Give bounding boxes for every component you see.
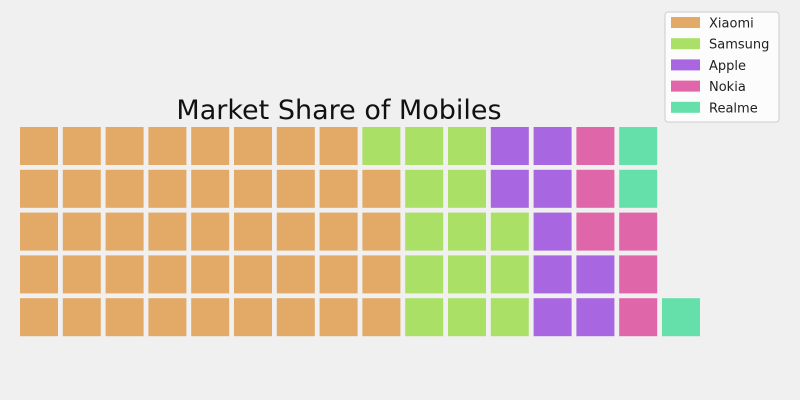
waffle-cell-xiaomi bbox=[191, 298, 230, 337]
waffle-cell-apple bbox=[533, 298, 572, 337]
waffle-cell-xiaomi bbox=[191, 127, 230, 165]
waffle-cell-xiaomi bbox=[62, 169, 101, 208]
waffle-cell-xiaomi bbox=[62, 212, 101, 251]
legend: Xiaomi Samsung Apple Nokia Realme bbox=[664, 11, 780, 123]
waffle-cell-xiaomi bbox=[362, 169, 401, 208]
waffle-cell-xiaomi bbox=[105, 255, 144, 294]
waffle-cell-xiaomi bbox=[148, 298, 187, 337]
waffle-cell-apple bbox=[533, 212, 572, 251]
waffle-cells bbox=[20, 127, 700, 337]
waffle-cell-xiaomi bbox=[20, 127, 58, 165]
waffle-cell-samsung bbox=[448, 127, 486, 165]
legend-swatch-xiaomi bbox=[671, 17, 700, 28]
waffle-cell-xiaomi bbox=[62, 127, 101, 165]
waffle-cell-samsung bbox=[362, 127, 401, 165]
legend-label-samsung: Samsung bbox=[709, 38, 769, 53]
legend-swatch-samsung bbox=[671, 38, 700, 50]
waffle-cell-samsung bbox=[490, 298, 529, 337]
waffle-cell-samsung bbox=[405, 298, 444, 337]
legend-label-apple: Apple bbox=[709, 59, 746, 74]
waffle-cell-samsung bbox=[448, 169, 486, 208]
waffle-cell-nokia bbox=[619, 212, 658, 251]
legend-swatch-apple bbox=[671, 59, 700, 71]
waffle-cell-xiaomi bbox=[234, 169, 272, 208]
waffle-cell-xiaomi bbox=[191, 255, 230, 294]
waffle-cell-xiaomi bbox=[319, 212, 358, 251]
waffle-cell-xiaomi bbox=[276, 298, 315, 337]
waffle-cell-xiaomi bbox=[319, 169, 358, 208]
waffle-cell-samsung bbox=[448, 298, 486, 337]
waffle-cell-xiaomi bbox=[362, 255, 401, 294]
waffle-cell-xiaomi bbox=[362, 298, 401, 337]
waffle-cell-realme bbox=[619, 127, 658, 165]
waffle-cell-xiaomi bbox=[234, 255, 272, 294]
waffle-cell-xiaomi bbox=[20, 212, 58, 251]
waffle-cell-samsung bbox=[490, 255, 529, 294]
waffle-cell-samsung bbox=[405, 212, 444, 251]
waffle-cell-xiaomi bbox=[276, 127, 315, 165]
waffle-cell-xiaomi bbox=[148, 169, 187, 208]
waffle-cell-samsung bbox=[405, 127, 444, 165]
waffle-cell-xiaomi bbox=[20, 169, 58, 208]
legend-label-nokia: Nokia bbox=[709, 80, 746, 95]
waffle-cell-samsung bbox=[405, 255, 444, 294]
waffle-cell-xiaomi bbox=[276, 212, 315, 251]
waffle-cell-nokia bbox=[576, 169, 615, 208]
waffle-cell-xiaomi bbox=[234, 212, 272, 251]
waffle-cell-xiaomi bbox=[191, 212, 230, 251]
waffle-cell-nokia bbox=[576, 127, 615, 165]
waffle-cell-xiaomi bbox=[148, 212, 187, 251]
waffle-cell-xiaomi bbox=[276, 169, 315, 208]
waffle-cell-nokia bbox=[576, 212, 615, 251]
legend-items: Xiaomi Samsung Apple Nokia Realme bbox=[671, 17, 769, 116]
waffle-cell-xiaomi bbox=[20, 255, 58, 294]
waffle-cell-apple bbox=[490, 127, 529, 165]
waffle-cell-nokia bbox=[619, 298, 658, 337]
waffle-cell-realme bbox=[662, 298, 700, 337]
waffle-cell-apple bbox=[533, 127, 572, 165]
waffle-cell-xiaomi bbox=[319, 255, 358, 294]
waffle-cell-xiaomi bbox=[62, 255, 101, 294]
waffle-cell-xiaomi bbox=[362, 212, 401, 251]
legend-swatch-realme bbox=[671, 101, 700, 113]
waffle-cell-xiaomi bbox=[105, 212, 144, 251]
waffle-cell-realme bbox=[619, 169, 658, 208]
waffle-cell-apple bbox=[490, 169, 529, 208]
waffle-cell-xiaomi bbox=[20, 298, 58, 337]
waffle-cell-xiaomi bbox=[148, 127, 187, 165]
waffle-cell-xiaomi bbox=[234, 127, 272, 165]
waffle-cell-xiaomi bbox=[105, 298, 144, 337]
waffle-cell-samsung bbox=[448, 212, 486, 251]
waffle-cell-xiaomi bbox=[191, 169, 230, 208]
waffle-cell-apple bbox=[576, 298, 615, 337]
waffle-cell-xiaomi bbox=[276, 255, 315, 294]
waffle-cell-nokia bbox=[619, 255, 658, 294]
legend-label-realme: Realme bbox=[709, 101, 758, 116]
waffle-cell-apple bbox=[533, 255, 572, 294]
waffle-cell-xiaomi bbox=[148, 255, 187, 294]
waffle-cell-samsung bbox=[490, 212, 529, 251]
legend-swatch-nokia bbox=[671, 80, 700, 92]
waffle-cell-xiaomi bbox=[62, 298, 101, 337]
waffle-cell-samsung bbox=[448, 255, 486, 294]
chart-title: Market Share of Mobiles bbox=[176, 95, 501, 126]
waffle-cell-xiaomi bbox=[319, 298, 358, 337]
waffle-cell-xiaomi bbox=[319, 127, 358, 165]
waffle-cell-xiaomi bbox=[234, 298, 272, 337]
waffle-cell-xiaomi bbox=[105, 127, 144, 165]
legend-label-xiaomi: Xiaomi bbox=[709, 17, 754, 32]
waffle-cell-xiaomi bbox=[105, 169, 144, 208]
waffle-cell-apple bbox=[533, 169, 572, 208]
waffle-cell-apple bbox=[576, 255, 615, 294]
waffle-cell-samsung bbox=[405, 169, 444, 208]
